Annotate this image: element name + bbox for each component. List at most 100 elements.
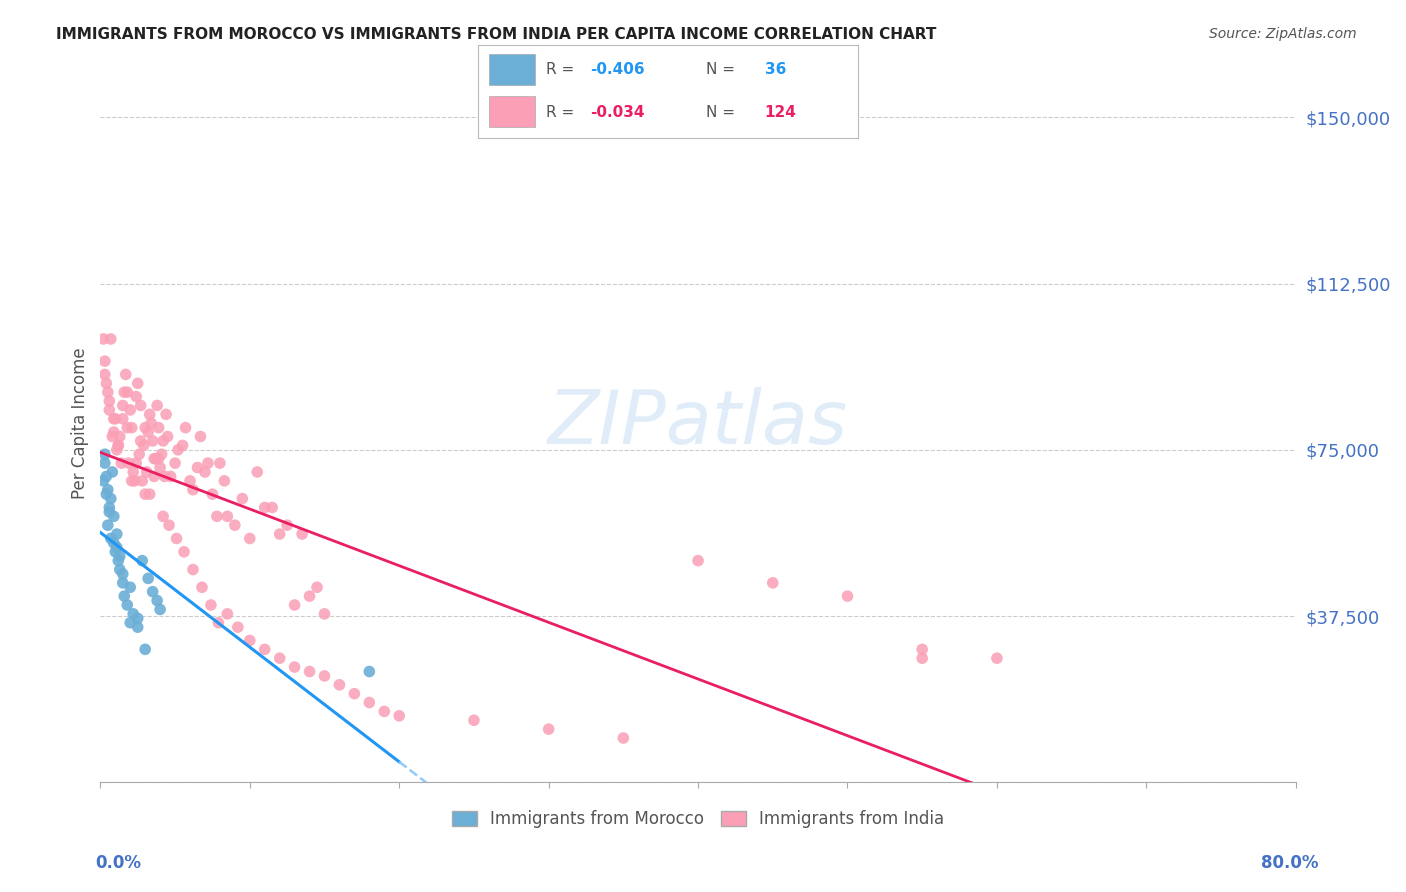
Point	[108, 562, 131, 576]
Point	[155, 408, 177, 422]
Point	[145, 451, 167, 466]
Point	[226, 620, 249, 634]
Point	[131, 474, 153, 488]
Point	[129, 399, 152, 413]
Point	[143, 469, 166, 483]
Point	[94, 354, 117, 368]
Point	[173, 545, 195, 559]
Point	[253, 500, 276, 515]
Text: 80.0%: 80.0%	[1261, 855, 1319, 872]
Point	[138, 487, 160, 501]
Y-axis label: Per Capita Income: Per Capita Income	[72, 347, 89, 499]
Point	[141, 416, 163, 430]
Point	[112, 385, 135, 400]
Point	[120, 615, 142, 630]
Point	[612, 731, 634, 745]
Point	[98, 394, 121, 409]
Point	[105, 527, 128, 541]
Point	[100, 532, 122, 546]
Point	[132, 438, 155, 452]
Point	[96, 376, 118, 391]
Point	[197, 456, 219, 470]
Point	[388, 709, 411, 723]
Point	[94, 368, 117, 382]
Point	[131, 554, 153, 568]
Point	[298, 589, 321, 603]
Point	[156, 429, 179, 443]
Point	[165, 456, 187, 470]
Point	[314, 669, 336, 683]
Point	[112, 589, 135, 603]
Point	[359, 665, 381, 679]
Point	[117, 598, 139, 612]
Point	[135, 465, 157, 479]
Point	[120, 403, 142, 417]
Point	[373, 705, 395, 719]
Point	[111, 575, 134, 590]
Point	[105, 541, 128, 555]
Point	[111, 399, 134, 413]
Point	[239, 532, 262, 546]
Point	[246, 465, 269, 479]
Point	[146, 593, 169, 607]
Point	[103, 411, 125, 425]
Point	[276, 518, 298, 533]
Point	[269, 527, 291, 541]
Point	[100, 491, 122, 506]
Point	[328, 678, 350, 692]
Text: N =: N =	[706, 62, 740, 77]
Point	[122, 465, 145, 479]
Point	[314, 607, 336, 621]
Point	[134, 487, 156, 501]
Point	[181, 483, 204, 497]
Point	[127, 376, 149, 391]
Point	[152, 434, 174, 448]
Point	[101, 465, 124, 479]
Text: 124: 124	[765, 105, 797, 120]
Point	[167, 442, 190, 457]
Bar	[489, 96, 536, 127]
Point	[143, 451, 166, 466]
Point	[142, 584, 165, 599]
Point	[127, 611, 149, 625]
Point	[121, 420, 143, 434]
Point	[172, 438, 194, 452]
Point	[108, 429, 131, 443]
Point	[149, 602, 172, 616]
Point	[117, 385, 139, 400]
Point	[114, 368, 136, 382]
Point	[111, 411, 134, 425]
Point	[911, 642, 934, 657]
Point	[911, 651, 934, 665]
Point	[150, 447, 173, 461]
Point	[217, 509, 239, 524]
Point	[136, 425, 159, 439]
Point	[284, 598, 307, 612]
Point	[194, 465, 217, 479]
Point	[97, 483, 120, 497]
Point	[537, 722, 560, 736]
Point	[118, 456, 141, 470]
Point	[100, 332, 122, 346]
Point	[103, 536, 125, 550]
Point	[134, 642, 156, 657]
Point	[128, 447, 150, 461]
Point	[101, 429, 124, 443]
Point	[136, 571, 159, 585]
Point	[122, 607, 145, 621]
Point	[148, 420, 170, 434]
Point	[94, 447, 117, 461]
Text: R =: R =	[547, 105, 579, 120]
Point	[200, 598, 222, 612]
Point	[217, 607, 239, 621]
Point	[111, 566, 134, 581]
Point	[269, 651, 291, 665]
Text: 36: 36	[765, 62, 786, 77]
Point	[463, 713, 485, 727]
Point	[94, 456, 117, 470]
Point	[201, 487, 224, 501]
Point	[91, 474, 114, 488]
Point	[105, 442, 128, 457]
Point	[157, 518, 180, 533]
Point	[284, 660, 307, 674]
